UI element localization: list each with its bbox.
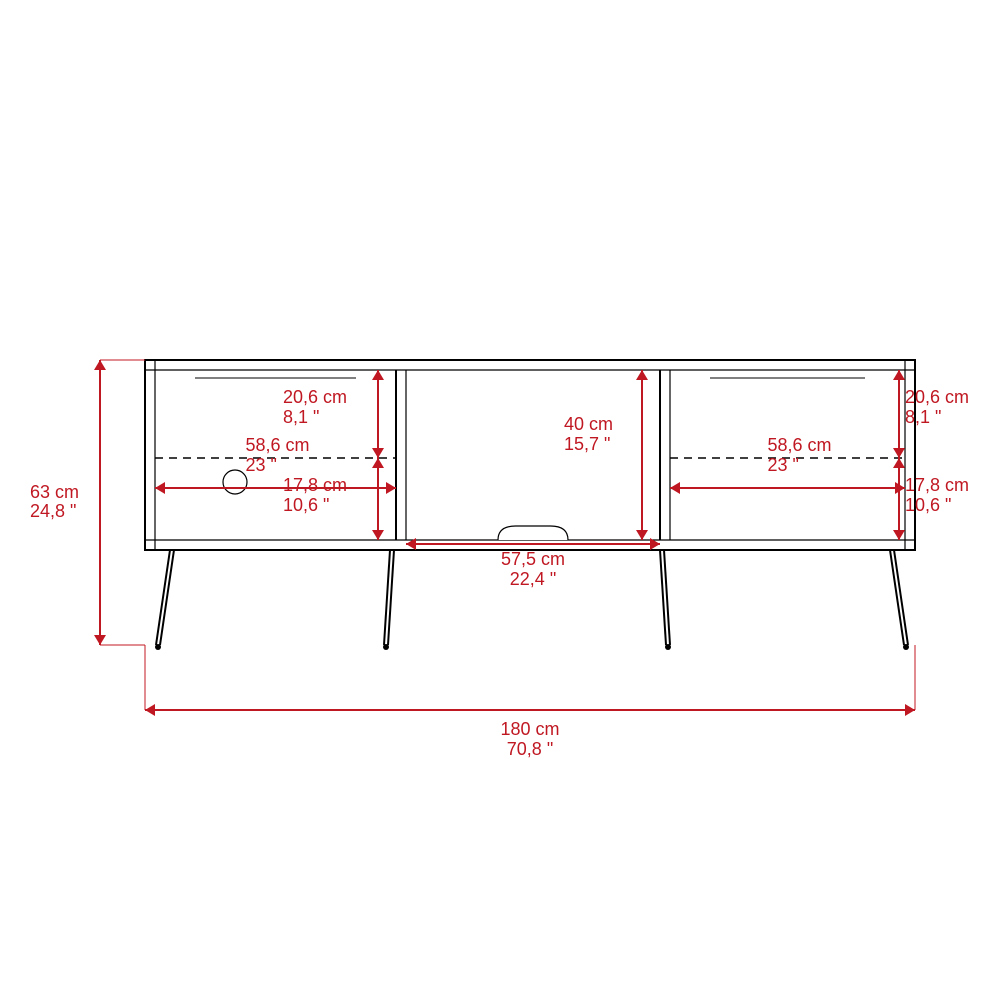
dim-center-w-cm: 57,5 cm (473, 550, 593, 570)
dim-overall-height: 63 cm24,8 " (30, 483, 79, 523)
diagram-stage: 63 cm24,8 "180 cm70,8 "20,6 cm8,1 "17,8 … (0, 0, 1000, 1000)
dim-left-span-in: 23 " (246, 456, 310, 476)
dim-right-span-cm: 58,6 cm (768, 436, 832, 456)
dim-right-top-cm: 20,6 cm (905, 388, 969, 408)
dim-right-top-in: 8,1 " (905, 408, 969, 428)
dim-center-w: 57,5 cm22,4 " (473, 550, 593, 590)
dim-right-bottom-in: 10,6 " (905, 496, 969, 516)
dim-left-bottom-cm: 17,8 cm (283, 476, 347, 496)
dim-overall-width: 180 cm70,8 " (470, 720, 590, 760)
dim-center-h-in: 15,7 " (564, 435, 613, 455)
dim-left-bottom-in: 10,6 " (283, 496, 347, 516)
dim-overall-width-in: 70,8 " (470, 740, 590, 760)
dim-left-bottom: 17,8 cm10,6 " (283, 476, 347, 516)
dim-left-span: 58,6 cm23 " (246, 436, 310, 476)
dim-overall-width-cm: 180 cm (470, 720, 590, 740)
dim-center-w-in: 22,4 " (473, 570, 593, 590)
dim-left-span-cm: 58,6 cm (246, 436, 310, 456)
dim-left-top: 20,6 cm8,1 " (283, 388, 347, 428)
dim-right-bottom: 17,8 cm10,6 " (905, 476, 969, 516)
dim-right-span: 58,6 cm23 " (768, 436, 832, 476)
dim-center-h-cm: 40 cm (564, 415, 613, 435)
dim-right-span-in: 23 " (768, 456, 832, 476)
dim-right-top: 20,6 cm8,1 " (905, 388, 969, 428)
dim-left-top-in: 8,1 " (283, 408, 347, 428)
dim-right-bottom-cm: 17,8 cm (905, 476, 969, 496)
dim-overall-height-cm: 63 cm (30, 483, 79, 503)
dim-overall-height-in: 24,8 " (30, 502, 79, 522)
dim-left-top-cm: 20,6 cm (283, 388, 347, 408)
dim-center-h: 40 cm15,7 " (564, 415, 613, 455)
diagram-svg (0, 0, 1000, 1000)
